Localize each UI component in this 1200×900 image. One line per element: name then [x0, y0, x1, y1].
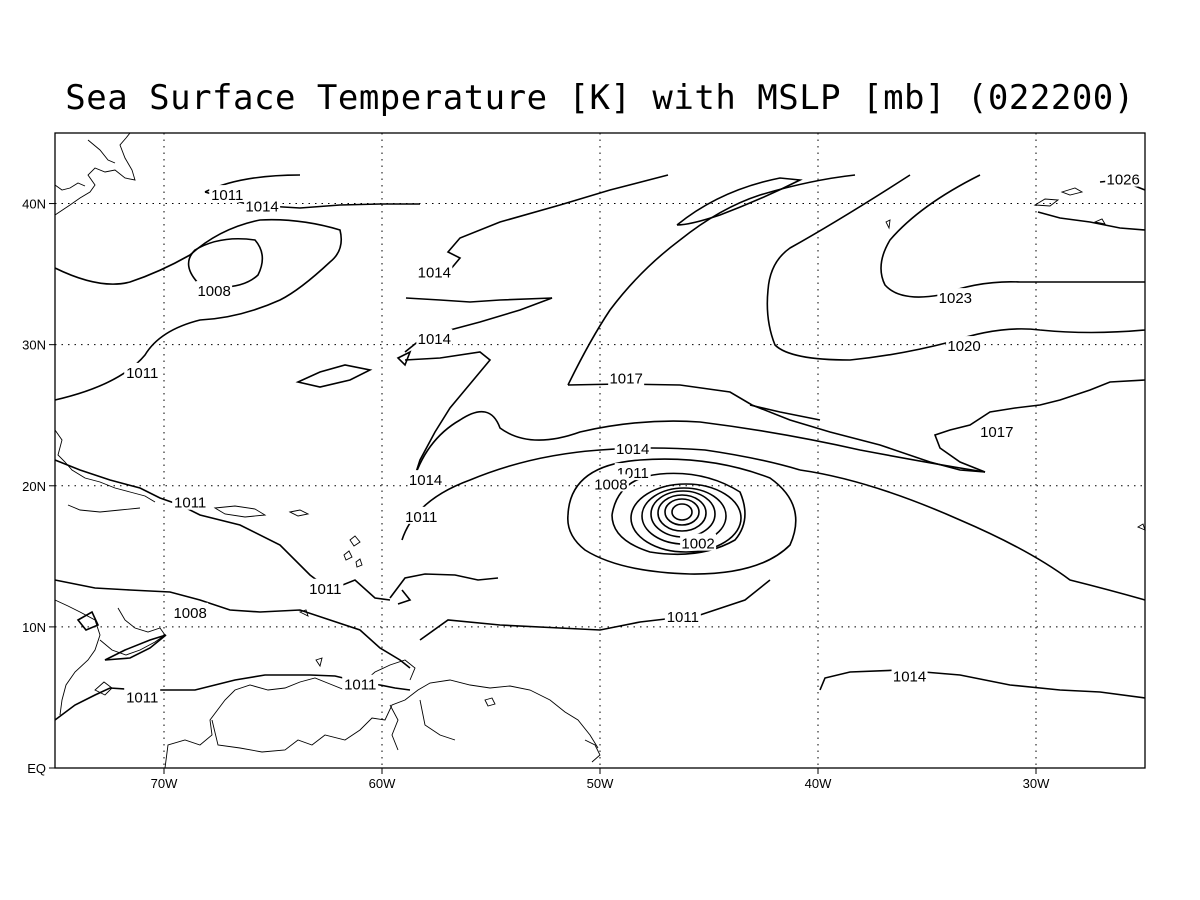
- isobar-label: 1014: [418, 265, 451, 282]
- isobar-label: 1014: [409, 472, 442, 489]
- isobar-label: 1011: [405, 509, 437, 526]
- isobar-label: 1002: [681, 536, 714, 553]
- isobar-label: 1023: [939, 290, 972, 307]
- latitude-ticks: EQ 10N 20N 30N 40N: [22, 197, 55, 776]
- isobar-label: 1017: [609, 371, 642, 388]
- longitude-ticks: 70W 60W 50W 40W 30W: [151, 768, 1050, 791]
- isobar-label-bg: [342, 674, 379, 692]
- isobar-label: 1014: [893, 668, 926, 685]
- isobar-label: 1011: [309, 581, 341, 598]
- isobar-label: 1011: [211, 187, 243, 204]
- isobar-label: 1014: [418, 331, 451, 348]
- isobar-label: 1020: [947, 338, 980, 355]
- lon-tick-label: 40W: [805, 776, 832, 791]
- isobar-label-bg: [307, 578, 344, 596]
- map-title: Sea Surface Temperature [K] with MSLP [m…: [65, 78, 1135, 118]
- isobar-label: 1011: [174, 495, 206, 512]
- isobar-label-bg: [680, 533, 717, 551]
- isobar-label-bg: [124, 362, 161, 380]
- isobar-label-bg: [937, 288, 974, 306]
- lat-tick-label: 40N: [22, 197, 46, 212]
- isobar-label: 1014: [616, 441, 649, 458]
- lat-tick-label: 10N: [22, 620, 46, 635]
- isobar-label: 1011: [667, 609, 699, 626]
- isobar-label-bg: [946, 336, 983, 354]
- isobar-label: 1011: [126, 689, 158, 706]
- isobar-label: 1026: [1107, 172, 1140, 189]
- isobar-label: 1008: [197, 283, 230, 300]
- lon-tick-label: 50W: [587, 776, 614, 791]
- isobar-label: 1017: [980, 424, 1013, 441]
- lon-tick-label: 60W: [369, 776, 396, 791]
- isobar-label-bg: [416, 262, 453, 280]
- isobar-label-bg: [891, 666, 928, 684]
- isobar-label-bg: [407, 470, 444, 488]
- lon-tick-label: 70W: [151, 776, 178, 791]
- isobar-label: 1011: [344, 677, 376, 694]
- lat-tick-label: 20N: [22, 479, 46, 494]
- lat-tick-label: EQ: [27, 761, 46, 776]
- isobar-label-bg: [608, 368, 645, 386]
- isobar-label-bg: [196, 281, 233, 299]
- isobar-label-bg: [403, 506, 440, 524]
- isobar-label-bg: [209, 185, 246, 203]
- isobar-label-bg: [244, 196, 281, 214]
- isobar-label: 1011: [126, 365, 158, 382]
- isobar-label-bg: [978, 422, 1015, 440]
- isobar-label-bg: [1105, 169, 1142, 187]
- isobar-label-bg: [614, 439, 651, 457]
- lat-tick-label: 30N: [22, 338, 46, 353]
- isobar-label: 1008: [594, 476, 627, 493]
- isobar-label-bg: [416, 329, 453, 347]
- isobar-label-bg: [172, 602, 209, 620]
- isobar-label: 1008: [173, 605, 206, 622]
- isobar-label: 1014: [245, 198, 278, 215]
- isobar-label-bg: [172, 492, 209, 510]
- isobar-labels: 1026 1023 1020 1017 1017 1014 1014 1014 1014 1014…: [124, 169, 1142, 706]
- isobar-label-bg: [124, 687, 161, 705]
- isobar-label-bg: [664, 607, 701, 625]
- lon-tick-label: 30W: [1023, 776, 1050, 791]
- isobar-label-bg: [592, 474, 629, 492]
